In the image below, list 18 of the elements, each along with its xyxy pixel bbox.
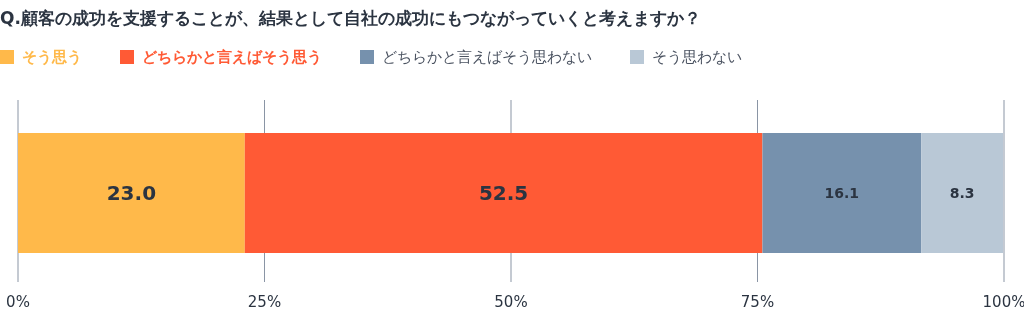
bar bbox=[244, 133, 763, 253]
x-tick-label: 25% bbox=[247, 293, 282, 311]
chart-title: Q.顧客の成功を支援することが、結果として自社の成功にもつながっていくと考えますか？ bbox=[0, 7, 701, 28]
bar bbox=[18, 133, 245, 253]
x-tick-label: 50% bbox=[494, 293, 528, 311]
data-label: 52.5 bbox=[478, 181, 529, 205]
legend-label: どちらかと言えばそう思わない bbox=[382, 48, 592, 67]
data-label: 23.0 bbox=[106, 181, 157, 205]
x-tick-label: 100% bbox=[982, 293, 1024, 311]
data-label: 16.1 bbox=[824, 184, 860, 201]
bar bbox=[762, 133, 922, 253]
data-label: 8.3 bbox=[949, 184, 975, 201]
legend-label: どちらかと言えばそう思う bbox=[142, 48, 322, 67]
x-tick-label: 0% bbox=[6, 293, 30, 311]
legend-label: そう思わない bbox=[652, 48, 742, 67]
legend-label: そう思う bbox=[22, 48, 82, 67]
x-tick-label: 75% bbox=[740, 293, 775, 311]
bar bbox=[921, 133, 1004, 253]
